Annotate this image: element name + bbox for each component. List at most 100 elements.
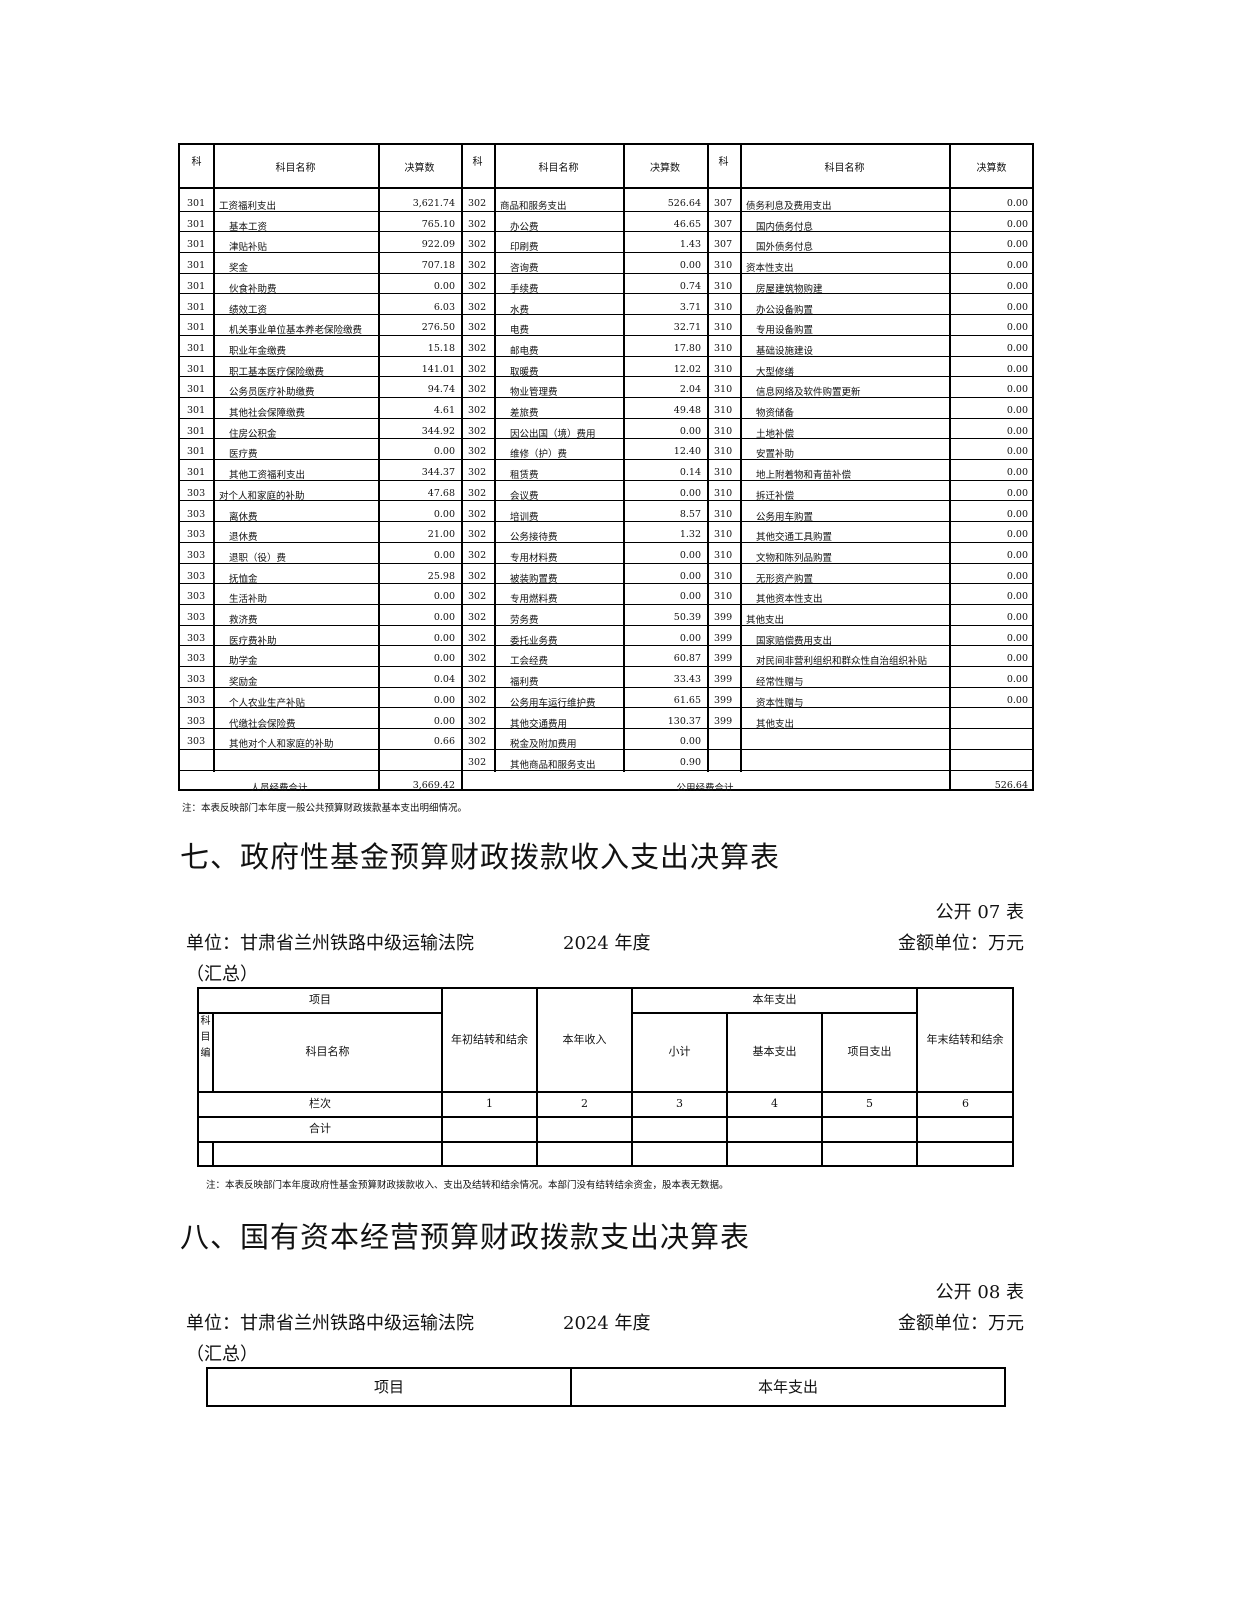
row-value: 0.00 [949, 502, 1034, 523]
row-code: 301 [180, 315, 213, 336]
row-code: 301 [180, 419, 213, 440]
row-name: 维修（护）费 [494, 439, 623, 461]
row-code: 302 [461, 315, 494, 336]
row-code: 303 [180, 688, 213, 709]
row-value: 12.02 [623, 357, 707, 378]
row-code: 302 [461, 502, 494, 523]
row-code: 301 [180, 212, 213, 233]
row-name: 助学金 [213, 646, 378, 668]
row-value: 0.00 [378, 502, 461, 523]
header-name: 科目名称 [538, 162, 579, 174]
row-name: 专用燃料费 [494, 584, 623, 605]
row-name: 差旅费 [494, 398, 623, 419]
row-value: 0.00 [949, 543, 1034, 564]
row-value: 0.14 [623, 460, 707, 481]
row-name: 生活补助 [213, 584, 378, 605]
row-cell [918, 1141, 1013, 1165]
row-name: 机关事业单位基本养老保险缴费 [213, 315, 378, 336]
row-value: 0.00 [949, 357, 1034, 378]
row-value: 47.68 [378, 481, 461, 502]
row-value: 0.00 [949, 295, 1034, 316]
row-value: 25.98 [378, 564, 461, 585]
row-value: 3,621.74 [378, 191, 461, 212]
header-income: 本年收入 [538, 989, 633, 1091]
header-code: 科 [472, 157, 483, 168]
row-value: 61.65 [623, 688, 707, 709]
row-code: 303 [180, 667, 213, 688]
section8-unit: 单位：甘肃省兰州铁路中级运输法院 [186, 1313, 474, 1334]
public-total-label: 公用经费合计 [676, 782, 734, 791]
section8-year: 2024 年度 [563, 1313, 651, 1334]
row-code: 302 [461, 398, 494, 419]
row-code: 301 [180, 357, 213, 378]
row-code: 301 [180, 460, 213, 481]
header-name: 科目名称 [214, 1014, 443, 1091]
row-value: 4.61 [378, 398, 461, 419]
row-value: 0.00 [378, 688, 461, 709]
row-name: 伙食补助费 [213, 274, 378, 295]
row-value: 0.00 [949, 232, 1034, 254]
row-value: 0.00 [949, 667, 1034, 688]
row-name: 医疗费 [213, 439, 378, 461]
row-name: 个人农业生产补贴 [213, 688, 378, 709]
row-value: 0.00 [623, 584, 707, 605]
row-value: 0.00 [949, 522, 1034, 543]
row-name: 其他支出 [740, 709, 949, 730]
row-name: 工资福利支出 [213, 191, 378, 212]
section7-table-no: 公开 07 表 [935, 902, 1024, 923]
row-name: 基本工资 [213, 212, 378, 233]
row-name: 奖励金 [213, 667, 378, 688]
row-value: 49.48 [623, 398, 707, 419]
header-item: 项目 [199, 989, 443, 1014]
row-code: 310 [707, 336, 740, 357]
row-value: 0.66 [378, 729, 461, 750]
row-code: 310 [707, 543, 740, 564]
row-name: 房屋建筑物购建 [740, 274, 949, 295]
row-name: 离休费 [213, 502, 378, 523]
row-name: 会议费 [494, 481, 623, 502]
row-code: 302 [461, 357, 494, 378]
row-value: 2.04 [623, 377, 707, 398]
row-value: 0.00 [623, 626, 707, 647]
row-cell [728, 1141, 823, 1165]
row-value: 1.32 [623, 522, 707, 543]
section7-year: 2024 年度 [563, 933, 651, 954]
row-name: 其他对个人和家庭的补助 [213, 729, 378, 750]
row-value: 344.37 [378, 460, 461, 481]
row-name: 其他资本性支出 [740, 584, 949, 605]
row-value: 707.18 [378, 253, 461, 274]
row-value: 0.00 [949, 419, 1034, 440]
column-number: 1 [443, 1091, 538, 1116]
row-value [949, 709, 1034, 730]
row-name [213, 750, 378, 771]
section8-summary: （汇总） [186, 1344, 258, 1365]
row-value: 526.64 [623, 191, 707, 212]
row-value: 3.71 [623, 295, 707, 316]
row-value [378, 750, 461, 771]
section8-table-no: 公开 08 表 [935, 1282, 1024, 1303]
row-value: 130.37 [623, 709, 707, 730]
public-total-value: 526.64 [994, 779, 1028, 791]
row-name: 办公设备购置 [740, 295, 949, 316]
row-value: 15.18 [378, 336, 461, 357]
row-code: 301 [180, 439, 213, 461]
row-value: 765.10 [378, 212, 461, 233]
row-value: 276.50 [378, 315, 461, 336]
row-code: 303 [180, 584, 213, 605]
row-value: 0.00 [949, 688, 1034, 709]
row-code: 301 [180, 295, 213, 316]
row-value: 0.00 [949, 439, 1034, 461]
row-code: 301 [180, 253, 213, 274]
row-value: 1.43 [623, 232, 707, 254]
row-name: 其他交通费用 [494, 709, 623, 730]
row-code: 399 [707, 709, 740, 730]
row-value [949, 750, 1034, 771]
row-value: 922.09 [378, 232, 461, 254]
row-code: 301 [180, 232, 213, 254]
row-name: 公务用车运行维护费 [494, 688, 623, 709]
row-name: 国外债务付息 [740, 232, 949, 254]
row-code: 302 [461, 336, 494, 357]
header-subtotal: 小计 [633, 1014, 728, 1091]
row-value: 0.00 [378, 709, 461, 730]
section7-title: 七、政府性基金预算财政拨款收入支出决算表 [180, 840, 781, 874]
